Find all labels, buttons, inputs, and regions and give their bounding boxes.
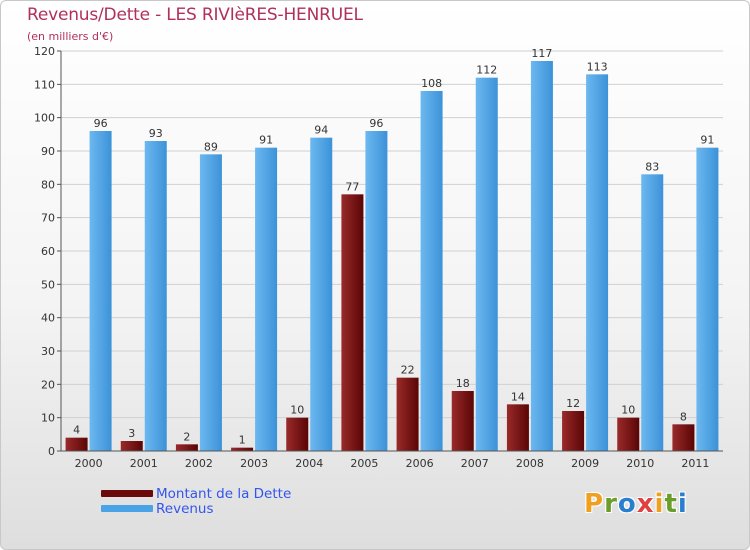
bar-debt-2006 (396, 377, 419, 451)
x-tick-label: 2002 (185, 457, 213, 470)
bar-debt-2009 (562, 411, 585, 451)
data-label-debt-2009: 12 (566, 397, 580, 410)
bar-revenus-2000 (89, 131, 112, 451)
bar-debt-2003 (231, 447, 254, 451)
x-axis: 2000 2001 2002 2003 2004 2005 2006 2007 2008 2009… (61, 450, 723, 470)
logo-letter: r (604, 489, 618, 519)
x-tick-label: 2011 (681, 457, 709, 470)
bar-debt-2000 (65, 437, 88, 451)
data-label-revenus-2009: 113 (587, 60, 608, 73)
y-tick-label: 10 (41, 412, 55, 425)
data-label-debt-2002: 2 (183, 430, 190, 443)
bar-revenus-2008 (530, 61, 553, 451)
y-tick-label: 100 (34, 112, 55, 125)
bar-revenus-2003 (255, 147, 278, 451)
chart-subtitle: (en milliers d'€) (27, 30, 114, 43)
x-tick-label: 2008 (516, 457, 544, 470)
data-label-revenus-2011: 91 (700, 134, 714, 147)
data-label-revenus-2005: 96 (369, 117, 383, 130)
chart-title: Revenus/Dette - LES RIVIèRES-HENRUEL (27, 5, 363, 25)
data-label-debt-2004: 10 (290, 404, 304, 417)
data-label-revenus-2000: 96 (94, 117, 108, 130)
bar-debt-2005 (341, 194, 364, 452)
bar-revenus-2009 (586, 74, 609, 451)
bar-debt-2007 (451, 391, 474, 451)
bar-revenus-2004 (310, 137, 333, 451)
data-labels: 4963932891911094779622108181121411712113… (73, 47, 714, 447)
x-tick-label: 2001 (130, 457, 158, 470)
y-tick-label: 20 (41, 378, 55, 391)
bar-debt-2002 (175, 444, 198, 451)
logo-letter: x (636, 489, 655, 519)
data-label-debt-2010: 10 (621, 404, 635, 417)
data-label-revenus-2008: 117 (531, 47, 552, 60)
logo-letter: i (677, 489, 688, 519)
bar-debt-2010 (617, 417, 640, 451)
data-label-debt-2011: 8 (680, 410, 687, 423)
data-label-revenus-2003: 91 (259, 134, 273, 147)
x-tick-label: 2003 (240, 457, 268, 470)
y-tick-label: 70 (41, 212, 55, 225)
data-label-revenus-2004: 94 (314, 124, 328, 137)
y-tick-label: 60 (41, 245, 55, 258)
gridlines (61, 50, 723, 452)
data-label-debt-2007: 18 (456, 377, 470, 390)
logo-letter: P (584, 489, 605, 519)
y-tick-label: 120 (34, 45, 55, 58)
y-tick-label: 40 (41, 312, 55, 325)
bar-debt-2001 (120, 441, 143, 451)
data-label-debt-2003: 1 (239, 434, 246, 447)
data-label-debt-2000: 4 (73, 424, 80, 437)
logo-letter: o (617, 489, 637, 519)
bar-revenus-2010 (641, 174, 664, 452)
y-tick-label: 50 (41, 278, 55, 291)
data-label-revenus-2010: 83 (645, 160, 659, 173)
data-label-revenus-2001: 93 (149, 127, 163, 140)
x-tick-label: 2006 (406, 457, 434, 470)
x-tick-label: 2009 (571, 457, 599, 470)
logo-letter: t (664, 489, 678, 519)
legend-swatch-debt (101, 490, 153, 497)
bar-revenus-2011 (696, 147, 719, 451)
data-label-revenus-2006: 108 (421, 77, 442, 90)
bar-revenus-2002 (199, 154, 222, 452)
legend-label-revenus: Revenus (156, 501, 214, 517)
y-tick-label: 80 (41, 178, 55, 191)
bar-revenus-2005 (365, 131, 388, 451)
bar-revenus-2001 (144, 141, 167, 451)
data-label-debt-2001: 3 (128, 427, 135, 440)
x-tick-label: 2000 (75, 457, 103, 470)
bar-debt-2008 (506, 404, 529, 451)
legend-label-debt: Montant de la Dette (156, 486, 292, 502)
y-tick-label: 30 (41, 345, 55, 358)
legend-swatch-revenus (101, 505, 153, 512)
x-tick-label: 2004 (295, 457, 323, 470)
y-tick-label: 110 (34, 78, 55, 91)
data-label-revenus-2002: 89 (204, 140, 218, 153)
y-tick-label: 0 (48, 445, 55, 458)
logo-letter: i (654, 489, 665, 519)
bar-debt-2011 (672, 424, 695, 451)
data-label-revenus-2007: 112 (476, 64, 497, 77)
data-label-debt-2008: 14 (511, 390, 525, 403)
bar-revenus-2007 (475, 77, 498, 452)
proxiti-logo: Proxiti (584, 489, 688, 519)
bars (65, 61, 719, 452)
y-tick-label: 90 (41, 145, 55, 158)
data-label-debt-2006: 22 (401, 364, 415, 377)
bar-revenus-2006 (420, 91, 443, 451)
x-tick-label: 2010 (626, 457, 654, 470)
y-axis: 0 10 20 30 40 50 60 70 80 90 100 110 120 (34, 45, 62, 458)
bar-debt-2004 (286, 417, 309, 451)
x-tick-label: 2007 (461, 457, 489, 470)
data-label-debt-2005: 77 (345, 180, 359, 193)
x-tick-label: 2005 (350, 457, 378, 470)
